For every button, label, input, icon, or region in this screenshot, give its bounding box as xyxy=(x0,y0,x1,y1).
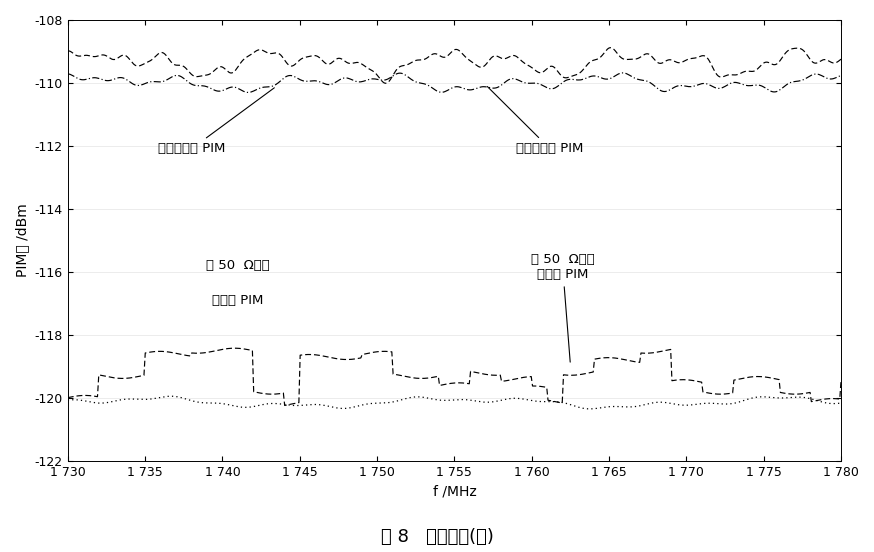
Text: 按 50  Ω负载: 按 50 Ω负载 xyxy=(206,259,270,272)
Text: 开路计算的 PIM: 开路计算的 PIM xyxy=(158,88,274,155)
Text: 开路测量的 PIM: 开路测量的 PIM xyxy=(488,87,584,155)
Text: 图 8   实验结果(二): 图 8 实验结果(二) xyxy=(380,528,494,546)
Y-axis label: PIM値 /dBm: PIM値 /dBm xyxy=(15,204,29,277)
Text: 计算的 PIM: 计算的 PIM xyxy=(212,294,264,307)
X-axis label: f /MHz: f /MHz xyxy=(433,484,476,498)
Text: 按 50  Ω负载
测量的 PIM: 按 50 Ω负载 测量的 PIM xyxy=(531,253,594,362)
